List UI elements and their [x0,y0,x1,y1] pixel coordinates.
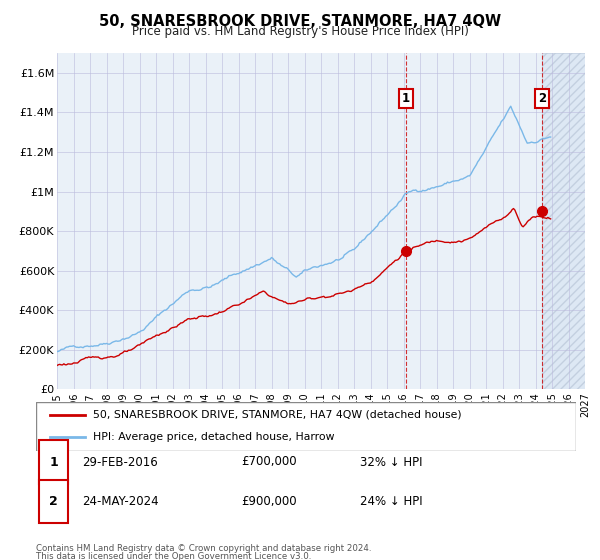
Text: 1: 1 [402,92,410,105]
Text: 29-FEB-2016: 29-FEB-2016 [82,455,158,469]
Bar [542,53,585,389]
Bar [39,441,68,484]
Text: 24% ↓ HPI: 24% ↓ HPI [360,494,422,508]
Text: Contains HM Land Registry data © Crown copyright and database right 2024.: Contains HM Land Registry data © Crown c… [36,544,371,553]
Text: Price paid vs. HM Land Registry's House Price Index (HPI): Price paid vs. HM Land Registry's House … [131,25,469,38]
Text: 1: 1 [49,455,58,469]
Text: £700,000: £700,000 [241,455,297,469]
Text: HPI: Average price, detached house, Harrow: HPI: Average price, detached house, Harr… [92,432,334,442]
Text: 2: 2 [49,494,58,508]
Text: 32% ↓ HPI: 32% ↓ HPI [360,455,422,469]
Text: 24-MAY-2024: 24-MAY-2024 [82,494,158,508]
Text: This data is licensed under the Open Government Licence v3.0.: This data is licensed under the Open Gov… [36,552,311,560]
Text: £900,000: £900,000 [241,494,297,508]
Text: 2: 2 [538,92,546,105]
Bar [542,53,585,389]
Text: 50, SNARESBROOK DRIVE, STANMORE, HA7 4QW: 50, SNARESBROOK DRIVE, STANMORE, HA7 4QW [99,14,501,29]
Text: 50, SNARESBROOK DRIVE, STANMORE, HA7 4QW (detached house): 50, SNARESBROOK DRIVE, STANMORE, HA7 4QW… [92,410,461,420]
Bar [39,479,68,523]
